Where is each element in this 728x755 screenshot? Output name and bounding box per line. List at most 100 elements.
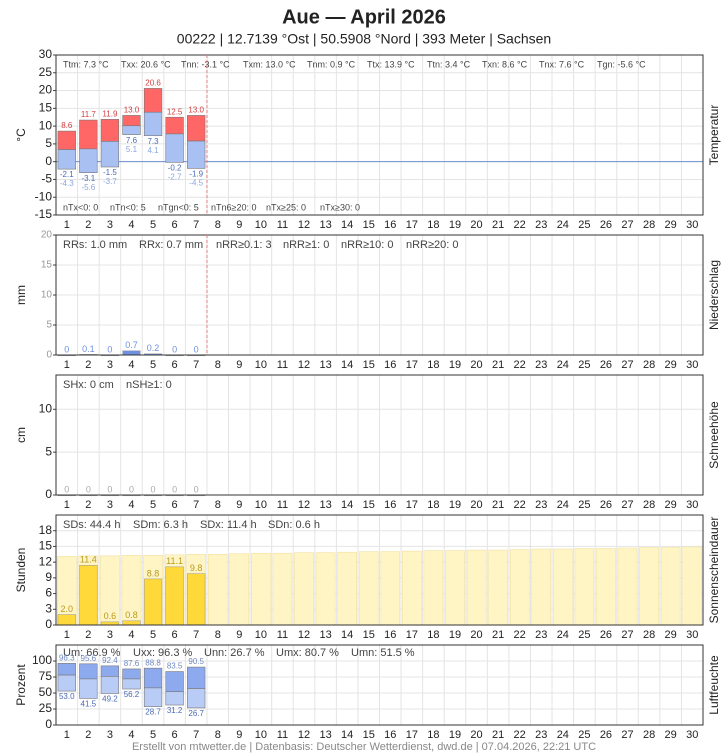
bar <box>143 578 163 626</box>
range-lower <box>165 133 184 163</box>
value-label: 0 <box>194 344 199 354</box>
stat-text: Uxx: 96.3 % <box>133 647 193 659</box>
value-label: 0.7 <box>125 340 138 350</box>
min-label: 7.3 <box>147 137 159 146</box>
y-tick-label: 9 <box>45 570 52 584</box>
x-tick-label: 5 <box>150 499 156 511</box>
range-upper <box>100 119 120 142</box>
stat-text: Ttx: 13.9 °C <box>367 59 415 69</box>
background-bar <box>617 547 638 626</box>
stat-text: nTgn<0: 5 <box>158 202 199 212</box>
x-tick-label: 4 <box>128 729 134 741</box>
x-tick-label: 22 <box>514 219 526 231</box>
max-label: 88.8 <box>145 658 161 667</box>
stat-text: Ttn: 3.4 °C <box>427 59 471 69</box>
value-label: 0 <box>107 484 112 494</box>
x-tick-label: 19 <box>449 499 461 511</box>
stat-text: nRR≥10: 0 <box>341 239 394 251</box>
min-label: 41.5 <box>81 700 97 709</box>
x-tick-label: 2 <box>85 499 91 511</box>
x-tick-label: 21 <box>492 219 504 231</box>
y-tick-label: 50 <box>39 685 53 699</box>
stat-text: Um: 66.9 % <box>63 647 121 659</box>
y-tick-label: 10 <box>39 401 53 415</box>
value-label: 0 <box>129 484 134 494</box>
background-bar <box>315 552 336 626</box>
x-tick-label: 23 <box>535 219 547 231</box>
x-tick-label: 25 <box>578 729 590 741</box>
x-tick-label: 2 <box>85 729 91 741</box>
plot-frame <box>55 54 704 216</box>
x-tick-label: 3 <box>107 499 113 511</box>
x-tick-label: 7 <box>193 499 199 511</box>
x-tick-label: 24 <box>557 729 569 741</box>
range-upper <box>187 666 206 689</box>
range-upper <box>165 671 184 693</box>
x-tick-label: 3 <box>107 629 113 641</box>
x-tick-label: 23 <box>535 499 547 511</box>
y-tick-label: 0 <box>45 617 52 631</box>
max-label: 96.3 <box>59 653 75 662</box>
y-tick-label: 10 <box>39 118 53 132</box>
x-tick-label: 19 <box>449 359 461 371</box>
y-axis-label: mm <box>14 285 28 305</box>
bar <box>187 573 206 626</box>
stat-text: RRs: 1.0 mm <box>63 239 127 251</box>
background-bar <box>294 552 314 626</box>
x-tick-label: 24 <box>557 359 569 371</box>
min-label: -3.1 <box>81 174 95 183</box>
value-label: 0.6 <box>104 611 117 621</box>
stat-text: Ttm: 7.3 °C <box>63 59 109 69</box>
x-tick-label: 20 <box>470 219 482 231</box>
x-tick-label: 20 <box>470 629 482 641</box>
x-tick-label: 21 <box>492 499 504 511</box>
stat-text: Tnm: 0.9 °C <box>307 59 356 69</box>
background-bar <box>682 546 703 626</box>
y-axis-label: Prozent <box>14 664 28 706</box>
background-bar <box>423 550 444 626</box>
x-tick-label: 14 <box>341 629 353 641</box>
max-label: 95.6 <box>81 654 97 663</box>
y-tick-label: 20 <box>41 230 53 241</box>
x-tick-label: 22 <box>514 359 526 371</box>
y-tick-label: 15 <box>41 260 53 271</box>
x-tick-label: 17 <box>406 499 418 511</box>
ground-min-label: 4.1 <box>147 146 159 155</box>
y-tick-label: 10 <box>41 290 53 301</box>
range-upper <box>165 116 184 135</box>
max-label: 92.4 <box>102 656 118 665</box>
x-tick-label: 9 <box>236 359 242 371</box>
x-tick-label: 8 <box>215 729 221 741</box>
x-tick-label: 26 <box>600 499 612 511</box>
x-tick-label: 15 <box>363 359 375 371</box>
x-tick-label: 17 <box>406 629 418 641</box>
x-tick-label: 20 <box>470 359 482 371</box>
background-bar <box>229 553 250 626</box>
y-tick-label: 12 <box>39 554 53 568</box>
min-label: 56.2 <box>124 690 140 699</box>
x-tick-label: 3 <box>107 359 113 371</box>
range-lower <box>57 674 76 692</box>
x-tick-label: 6 <box>172 729 178 741</box>
x-tick-label: 30 <box>686 499 698 511</box>
value-label: 2.0 <box>61 604 74 614</box>
range-upper <box>57 130 76 150</box>
x-tick-label: 28 <box>643 499 655 511</box>
x-tick-label: 11 <box>277 499 288 511</box>
x-tick-label: 30 <box>686 729 698 741</box>
x-tick-label: 1 <box>64 629 70 641</box>
background-bar <box>660 547 681 626</box>
stat-text: nTx≥30: 0 <box>320 202 360 212</box>
x-tick-label: 12 <box>298 729 310 741</box>
stat-text: nRR≥0.1: 3 <box>216 239 272 251</box>
plot-frame <box>55 374 704 496</box>
y-tick-label: 18 <box>39 523 53 537</box>
chart-subtitle: 00222 | 12.7139 °Ost | 50.5908 °Nord | 3… <box>177 31 551 47</box>
x-tick-label: 11 <box>277 729 288 741</box>
y-axis-label: Stunden <box>14 548 28 593</box>
x-tick-label: 26 <box>600 219 612 231</box>
max-label: 13.0 <box>124 106 140 115</box>
side-label: Sonnenscheindauer <box>707 517 721 624</box>
range-lower <box>143 687 163 707</box>
